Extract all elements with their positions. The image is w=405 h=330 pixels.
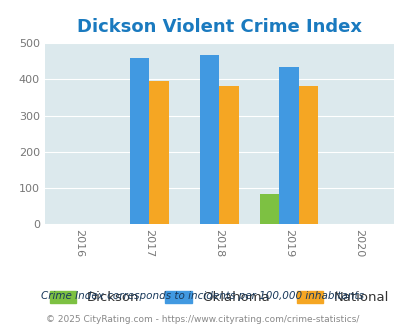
Text: © 2025 CityRating.com - https://www.cityrating.com/crime-statistics/: © 2025 CityRating.com - https://www.city… (46, 315, 359, 324)
Bar (219, 86, 238, 224)
Bar (149, 82, 168, 224)
Bar (130, 58, 149, 224)
Text: Crime Index corresponds to incidents per 100,000 inhabitants: Crime Index corresponds to incidents per… (41, 291, 364, 301)
Bar (259, 194, 279, 224)
Legend: Dickson, Oklahoma, National: Dickson, Oklahoma, National (44, 285, 393, 310)
Bar (279, 67, 298, 224)
Bar (199, 55, 219, 224)
Bar (298, 86, 318, 224)
Title: Dickson Violent Crime Index: Dickson Violent Crime Index (77, 18, 361, 36)
